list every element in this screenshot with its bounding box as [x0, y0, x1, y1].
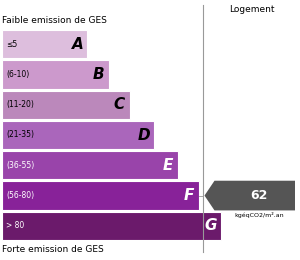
Text: (56-80): (56-80)	[6, 191, 34, 200]
Bar	[2, 121, 154, 149]
Text: 62: 62	[250, 189, 267, 202]
Text: kgéqCO2/m².an: kgéqCO2/m².an	[234, 212, 284, 218]
Bar	[2, 151, 178, 179]
Bar	[2, 90, 130, 119]
Text: (6-10): (6-10)	[6, 70, 29, 79]
Text: (36-55): (36-55)	[6, 161, 34, 170]
Text: ≤5: ≤5	[6, 40, 17, 49]
Text: D: D	[137, 127, 150, 142]
Polygon shape	[205, 181, 295, 210]
Text: (21-35): (21-35)	[6, 131, 34, 140]
Bar	[2, 60, 109, 89]
Text: (11-20): (11-20)	[6, 100, 34, 109]
Text: Logement: Logement	[229, 5, 275, 14]
Text: E: E	[162, 158, 173, 173]
Text: > 80: > 80	[6, 221, 24, 230]
Text: B: B	[93, 67, 104, 82]
Text: G: G	[205, 218, 217, 233]
Text: A: A	[72, 37, 83, 52]
Text: Faible emission de GES: Faible emission de GES	[2, 16, 107, 25]
Text: Forte emission de GES: Forte emission de GES	[2, 245, 104, 254]
Text: F: F	[183, 188, 194, 203]
Bar	[2, 181, 199, 210]
Bar	[2, 30, 88, 58]
Bar	[2, 212, 221, 240]
Text: C: C	[114, 97, 125, 112]
